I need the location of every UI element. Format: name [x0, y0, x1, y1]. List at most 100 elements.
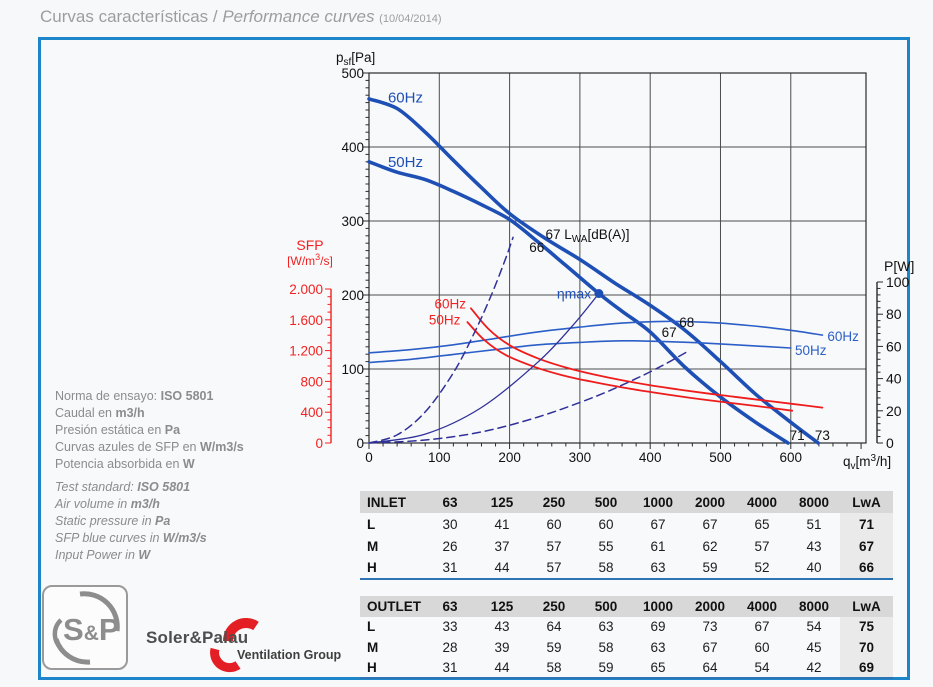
table-cell: 69 — [650, 619, 666, 635]
table-title-cell: OUTLET — [360, 596, 424, 617]
label-power-50hz: 50Hz — [795, 343, 827, 358]
curve-fan-curve-60hz — [367, 97, 820, 445]
table-cell: 33 — [442, 619, 458, 635]
table-cell: 70 — [840, 637, 893, 658]
row-label-cell: H — [360, 657, 424, 679]
column-header: 1000 — [632, 596, 684, 617]
table-cell: 31 — [424, 657, 476, 679]
power-axis — [876, 281, 883, 444]
label-sfp-50hz: 50Hz — [429, 313, 461, 328]
power-axis-title: P[W] — [884, 258, 914, 274]
column-header: LwA — [840, 491, 893, 513]
sfp-tick-label: 0 — [315, 436, 323, 451]
pressure-tick-label: 500 — [341, 66, 364, 81]
sfp-axis-title: SFP — [296, 237, 323, 253]
table-row: L 30 41 60 60 67 67 65 51 71 — [360, 513, 893, 535]
note-line: Presión estática en Pa — [55, 423, 181, 437]
note-line: SFP blue curves in W/m3/s — [55, 531, 207, 545]
label-lwa-66: 66 — [529, 240, 544, 255]
table-cell: 59 — [684, 557, 736, 580]
table-cell: 63 — [650, 639, 666, 655]
table-cell: 55 — [598, 538, 614, 554]
note-line: Test standard: ISO 5801 — [55, 480, 191, 494]
column-header: 2000 — [684, 491, 736, 513]
curve-fan-curve-50hz — [367, 160, 790, 445]
curve-power-curve-50hz — [368, 339, 792, 364]
grid-lines — [369, 73, 866, 443]
pressure-axis-title: psf[Pa] — [336, 50, 375, 68]
table-cell: 75 — [840, 616, 893, 637]
x-axis-ticks — [368, 443, 862, 449]
brand-swoosh-icon — [210, 617, 259, 673]
label-lwa-71: 71 — [790, 428, 805, 443]
table-cell: 52 — [736, 557, 788, 580]
table-row: M 26 37 57 55 61 62 57 43 67 — [360, 535, 893, 557]
table-cell: 31 — [424, 557, 476, 580]
sfp-tick-label: 1.600 — [289, 313, 323, 328]
table-cell: 66 — [840, 557, 893, 580]
table-cell: 67 — [754, 619, 770, 635]
table-cell: 44 — [476, 557, 528, 580]
label-lwa-68: 68 — [679, 315, 694, 330]
eta-max-point — [594, 289, 604, 299]
label-lwa-67: 67 — [662, 325, 677, 340]
row-label-cell: M — [367, 639, 379, 655]
table-cell: 65 — [754, 516, 770, 532]
x-tick-label: 0 — [365, 450, 373, 465]
label-lwa-73: 73 — [815, 428, 830, 443]
label-lwa-axis: 67 LWA[dB(A)] — [545, 227, 629, 245]
column-header: 250 — [528, 596, 580, 617]
label-power-60hz: 60Hz — [827, 329, 859, 344]
column-header: 63 — [424, 596, 476, 617]
column-header: 4000 — [736, 596, 788, 617]
table-cell: 60 — [754, 639, 770, 655]
label-fan-50hz: 50Hz — [388, 154, 423, 171]
pressure-tick-label: 400 — [341, 140, 364, 155]
x-tick-label: 200 — [498, 450, 521, 465]
column-header: 1000 — [632, 491, 684, 513]
power-tick-label: 60 — [886, 338, 902, 354]
sound-table-inlet: INLET 63 125 250 500 1000 2000 4000 8000 LwA L 30 41… — [360, 491, 893, 580]
pressure-tick-label: 0 — [356, 436, 364, 451]
plot-area — [369, 73, 866, 443]
table-title-cell: INLET — [360, 491, 424, 513]
logo-arc-bottom — [53, 638, 91, 665]
sound-table-outlet: OUTLET 63 125 250 500 1000 2000 4000 8000 LwA L 33 4… — [360, 596, 893, 679]
table-cell: 61 — [650, 538, 666, 554]
curve-sfp-curve-60hz — [470, 307, 824, 409]
table-cell: 64 — [546, 619, 562, 635]
sp-logo-graphic: S&P — [52, 591, 120, 665]
row-label-cell: M — [367, 538, 379, 554]
table-cell: 59 — [546, 639, 562, 655]
table-cell: 57 — [528, 557, 580, 580]
note-line: Static pressure in Pa — [55, 514, 171, 528]
notes-spanish: Norma de ensayo: ISO 5801 Caudal en m3/h P… — [55, 388, 244, 473]
label-sfp-60hz: 60Hz — [434, 296, 466, 311]
row-label-cell: L — [367, 516, 376, 532]
table-cell: 63 — [598, 619, 614, 635]
column-header: 500 — [580, 491, 632, 513]
sfp-tick-label: 1.200 — [289, 344, 323, 359]
table-cell: 62 — [702, 538, 718, 554]
inlet-sound-table: INLET 63 125 250 500 1000 2000 4000 8000 LwA L 30 41… — [360, 491, 893, 580]
table-cell: 67 — [702, 516, 718, 532]
swoosh-arc-top — [222, 617, 259, 642]
table-cell: 60 — [598, 516, 614, 532]
note-line: Air volume in m3/h — [55, 497, 160, 511]
curve-sfp-curve-50hz — [466, 321, 794, 412]
sfp-tick-label: 800 — [300, 374, 323, 389]
page-title: Curvas características / Performance cur… — [40, 7, 442, 27]
brand-tagline: Ventilation Group — [237, 648, 342, 662]
sp-logo: S&P — [42, 585, 128, 670]
sfp-axis-unit: [W/m3/s] — [287, 252, 333, 268]
table-row: H 31 44 58 59 65 64 54 42 69 — [360, 657, 893, 679]
table-cell: 67 — [840, 535, 893, 557]
column-header: 4000 — [736, 491, 788, 513]
title-spanish: Curvas características / — [40, 7, 223, 26]
sfp-tick-label: 2.000 — [289, 282, 323, 297]
label-eta-max: ηmax — [557, 286, 591, 302]
table-row: L 33 43 64 63 69 73 67 54 75 — [360, 616, 893, 637]
table-row: H 31 44 57 58 63 59 52 40 66 — [360, 557, 893, 580]
